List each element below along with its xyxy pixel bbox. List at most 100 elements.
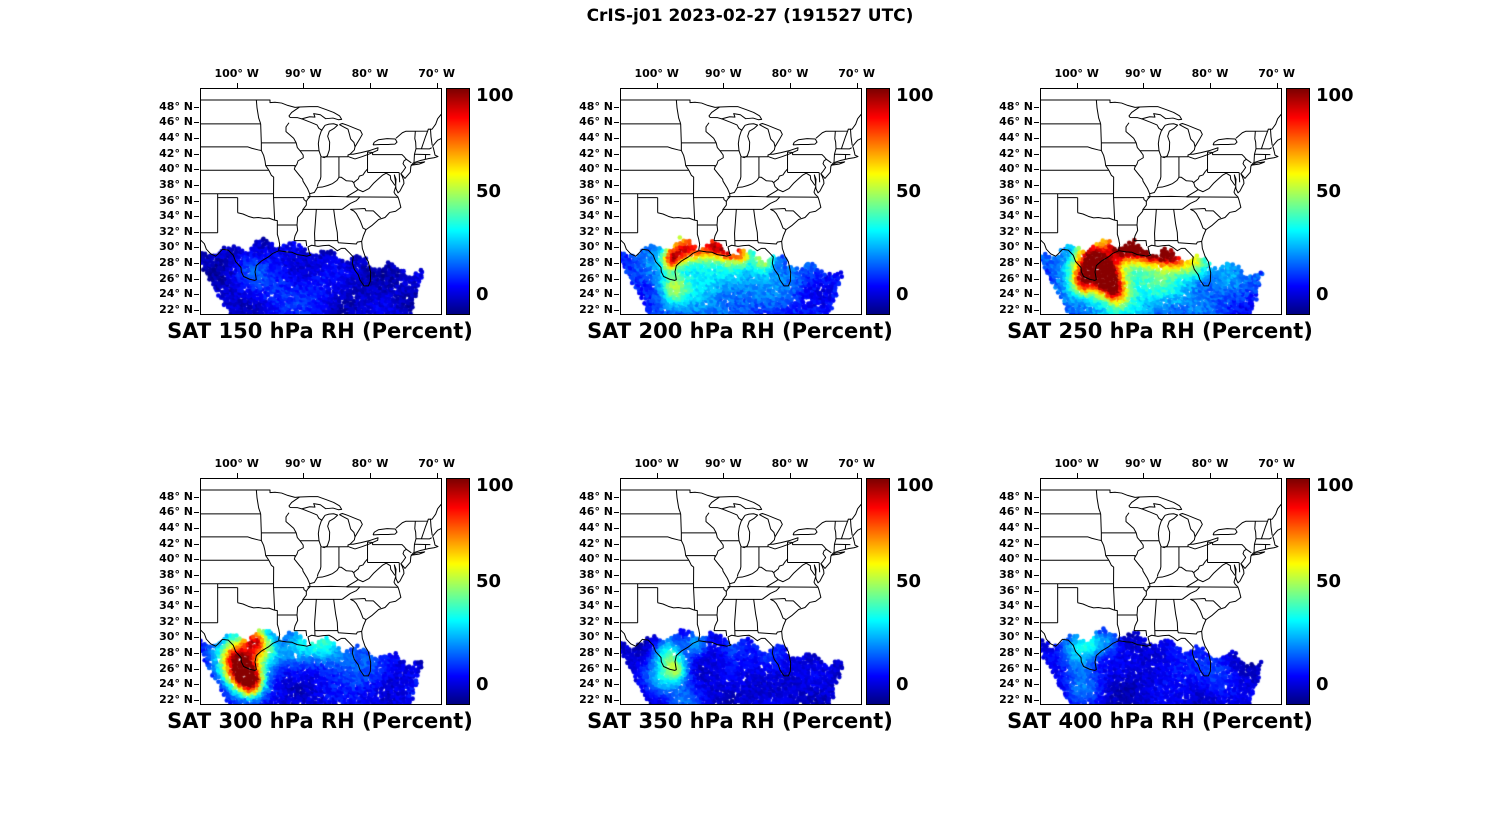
lat-tick-label: 22° N: [579, 692, 613, 706]
colorbar-tick-label: 0: [476, 674, 489, 695]
lat-tick-label: 30° N: [579, 240, 613, 254]
lat-tick-mark: [1034, 138, 1039, 139]
map-box: [200, 478, 442, 705]
lat-tick-mark: [1034, 574, 1039, 576]
map-box: [200, 88, 442, 315]
lon-tick-label: 70° W: [1258, 457, 1296, 470]
colorbar-tick-label: 0: [476, 284, 489, 305]
lat-tick-label: 28° N: [999, 256, 1033, 269]
lat-tick-label: 30° N: [999, 240, 1033, 254]
lat-tick-mark: [614, 122, 619, 124]
lat-tick-mark: [194, 247, 199, 249]
lat-tick-label: 38° N: [999, 567, 1033, 581]
lat-tick-label: 24° N: [999, 677, 1033, 691]
lat-tick-label: 46° N: [159, 115, 193, 129]
lat-tick-mark: [1034, 122, 1039, 124]
lat-tick-mark: [1034, 247, 1039, 249]
panel-400hpa: SAT 400 hPa RH (Percent) 100° W 90° W 80° …: [975, 443, 1405, 748]
lon-tick-mark: [723, 83, 725, 88]
lat-tick-mark: [1034, 699, 1039, 701]
lon-tick-label: 80° W: [1191, 67, 1229, 80]
lat-tick-mark: [1034, 263, 1039, 264]
lat-tick-label: 26° N: [579, 271, 613, 285]
lat-tick-label: 42° N: [999, 146, 1033, 160]
lat-tick-mark: [194, 278, 199, 280]
lat-tick-label: 34° N: [159, 209, 193, 223]
rh-scatter-layer: [621, 89, 861, 314]
lon-tick-label: 90° W: [704, 67, 742, 80]
lon-tick-label: 70° W: [1258, 67, 1296, 80]
lat-tick-mark: [614, 200, 619, 202]
lat-tick-mark: [1034, 668, 1039, 670]
lat-tick-mark: [194, 699, 199, 701]
lat-tick-mark: [194, 106, 199, 108]
lat-tick-label: 44° N: [159, 521, 193, 534]
lat-tick-label: 30° N: [159, 240, 193, 254]
us-state-map: [621, 479, 861, 704]
lat-tick-mark: [614, 153, 619, 155]
lat-tick-mark: [194, 216, 199, 218]
lat-tick-mark: [194, 263, 199, 264]
lat-tick-label: 28° N: [159, 256, 193, 269]
lat-tick-label: 26° N: [159, 271, 193, 285]
lon-tick-label: 100° W: [1054, 67, 1099, 80]
us-state-map: [201, 479, 441, 704]
lat-tick-mark: [614, 512, 619, 514]
lat-tick-label: 22° N: [999, 692, 1033, 706]
lat-tick-label: 42° N: [999, 536, 1033, 550]
lat-tick-label: 36° N: [159, 193, 193, 207]
lon-tick-label: 80° W: [771, 67, 809, 80]
lon-tick-label: 80° W: [771, 457, 809, 470]
panel-title: SAT 300 hPa RH (Percent): [167, 709, 473, 733]
lat-tick-label: 24° N: [579, 677, 613, 691]
lat-tick-label: 28° N: [999, 646, 1033, 659]
panel-title: SAT 400 hPa RH (Percent): [1007, 709, 1313, 733]
lat-tick-label: 22° N: [159, 692, 193, 706]
lat-tick-mark: [194, 621, 199, 623]
lat-tick-label: 38° N: [159, 567, 193, 581]
lon-tick-label: 100° W: [634, 457, 679, 470]
lat-tick-mark: [1034, 590, 1039, 592]
lon-tick-mark: [856, 473, 858, 478]
lon-tick-mark: [790, 473, 791, 478]
lat-tick-mark: [194, 169, 199, 171]
lon-tick-label: 100° W: [214, 457, 259, 470]
lon-tick-mark: [790, 83, 791, 88]
lat-tick-mark: [194, 637, 199, 639]
colorbar-tick-label: 0: [1316, 674, 1329, 695]
lon-tick-label: 80° W: [351, 67, 389, 80]
panel-title: SAT 250 hPa RH (Percent): [1007, 319, 1313, 343]
lat-tick-label: 28° N: [579, 256, 613, 269]
lat-tick-mark: [614, 138, 619, 139]
lat-tick-label: 44° N: [999, 521, 1033, 534]
colorbar-tick-label: 100: [1316, 85, 1354, 106]
colorbar: [1286, 478, 1310, 705]
lat-tick-mark: [1034, 653, 1039, 654]
lat-tick-mark: [194, 668, 199, 670]
lat-tick-label: 38° N: [579, 177, 613, 191]
lat-tick-label: 40° N: [999, 552, 1033, 566]
colorbar-tick-label: 100: [896, 85, 934, 106]
lon-tick-mark: [303, 83, 305, 88]
lat-tick-mark: [1034, 512, 1039, 514]
lat-tick-label: 38° N: [999, 177, 1033, 191]
lat-tick-label: 32° N: [579, 224, 613, 238]
lat-tick-label: 26° N: [579, 661, 613, 675]
lon-tick-label: 100° W: [1054, 457, 1099, 470]
lat-tick-label: 24° N: [159, 677, 193, 691]
lat-tick-mark: [614, 106, 619, 108]
lat-tick-mark: [614, 231, 619, 233]
lat-tick-mark: [1034, 496, 1039, 498]
lat-tick-mark: [1034, 309, 1039, 311]
lon-tick-label: 90° W: [1124, 457, 1162, 470]
lon-tick-mark: [436, 83, 438, 88]
colorbar-tick-label: 100: [476, 85, 514, 106]
lat-tick-mark: [614, 247, 619, 249]
lat-tick-mark: [194, 574, 199, 576]
colorbar-tick-label: 50: [476, 181, 502, 202]
lat-tick-label: 26° N: [999, 661, 1033, 675]
colorbar: [1286, 88, 1310, 315]
lon-tick-label: 90° W: [704, 457, 742, 470]
lat-tick-mark: [1034, 169, 1039, 171]
colorbar-tick-label: 50: [1316, 571, 1342, 592]
